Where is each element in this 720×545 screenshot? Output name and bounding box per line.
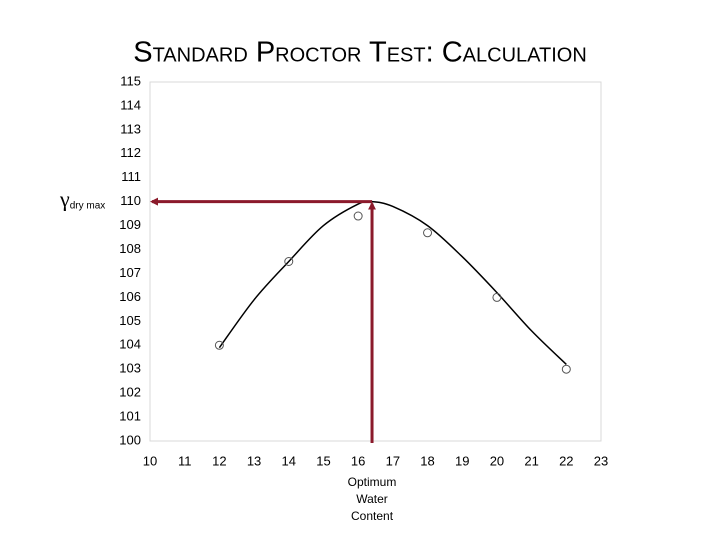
x-tick-label: 22 [559,453,573,468]
y-tick-label: 108 [119,241,141,256]
y-tick-label: 105 [119,313,141,328]
optimum-label: Water [356,492,388,506]
data-point [353,211,363,221]
y-tick-label: 115 [120,73,141,88]
data-point [423,228,433,238]
x-tick-label: 15 [316,453,330,468]
y-tick-label: 110 [120,193,141,208]
slide-title: Standard Proctor Test: Calculation [133,37,587,69]
gamma-symbol: γ [59,187,70,212]
y-tick-label: 100 [119,432,141,447]
x-tick-label: 17 [386,453,400,468]
x-tick-label: 19 [455,453,469,468]
data-point [492,292,502,302]
x-tick-label: 20 [490,453,504,468]
gamma-label: γdry max [59,187,105,212]
y-tick-label: 114 [120,97,141,112]
y-tick-label: 106 [119,289,141,304]
plot-frame [149,81,602,442]
x-tick-label: 18 [420,453,434,468]
data-point [561,364,571,374]
x-tick-label: 23 [594,453,608,468]
x-tick-label: 11 [178,453,192,468]
optimum-label: Optimum [348,475,397,489]
y-tick-label: 107 [119,265,141,280]
x-tick-label: 13 [247,453,261,468]
x-tick-label: 12 [212,453,226,468]
y-tick-label: 104 [119,337,141,352]
y-tick-label: 112 [120,145,141,160]
y-tick-label: 111 [121,169,141,184]
y-tick-label: 113 [120,121,141,136]
y-tick-label: 109 [119,217,141,232]
data-point [284,257,294,266]
optimum-label: Content [351,509,394,523]
x-tick-label: 21 [524,453,538,468]
y-tick-label: 103 [119,361,141,376]
x-tick-label: 14 [282,453,296,468]
data-point [214,340,224,350]
x-tick-label: 10 [143,453,157,468]
x-tick-label: 16 [351,453,365,468]
gamma-subscript: dry max [70,200,106,211]
fitted-curve [218,200,567,365]
y-tick-label: 102 [119,385,141,400]
y-tick-label: 101 [119,409,141,424]
